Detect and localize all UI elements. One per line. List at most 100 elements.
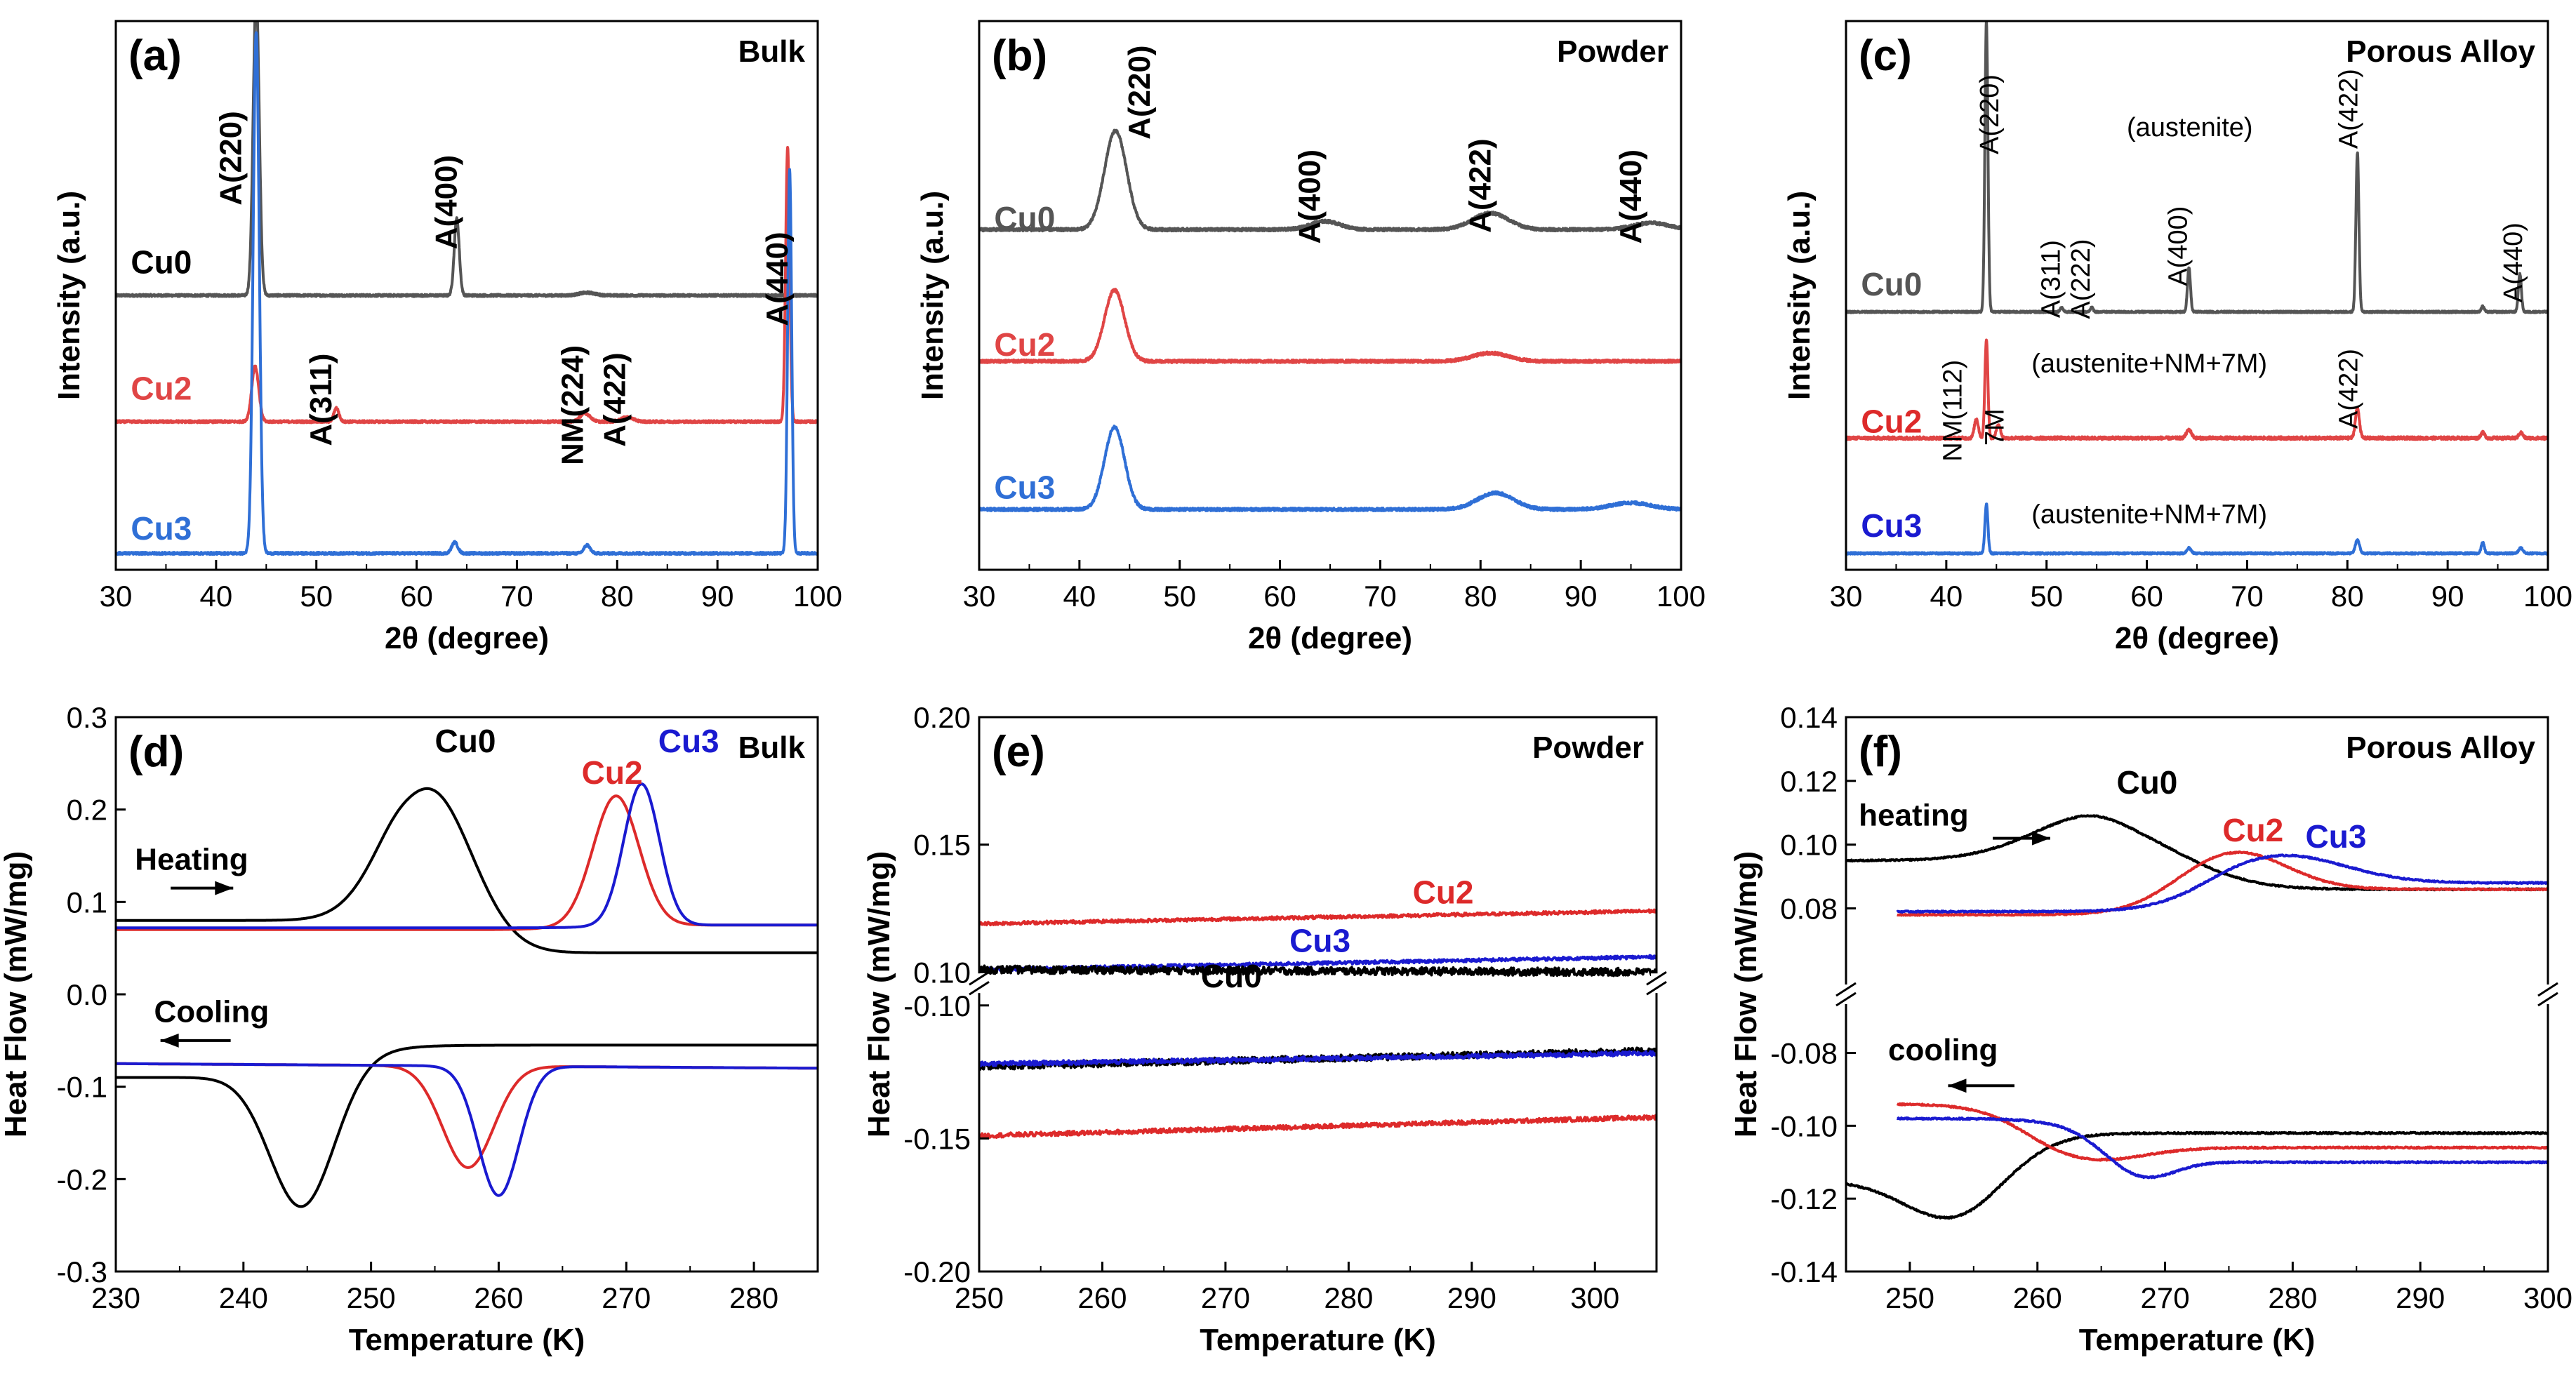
y-tick-label: 0.0 — [67, 978, 107, 1011]
series-line-cu2 — [1846, 338, 2548, 441]
peak-annotation: NM(112) — [1938, 360, 1967, 462]
series-line-cu3-heating — [116, 782, 818, 930]
x-tick-label: 80 — [601, 580, 634, 613]
peak-annotation: Cooling — [154, 995, 270, 1029]
y-tick-label: -0.12 — [1770, 1182, 1838, 1215]
panel-label: (b) — [992, 32, 1047, 80]
series-label-cu3: Cu3 — [131, 510, 192, 547]
series-label-cu3: Cu3 — [994, 469, 1055, 505]
y-tick-label: -0.08 — [1770, 1037, 1838, 1070]
y-axis-label: Intensity (a.u.) — [1782, 191, 1817, 400]
y-axis-label: Intensity (a.u.) — [915, 191, 950, 400]
series-label-cu2: Cu2 — [1861, 403, 1922, 440]
panel-label: (c) — [1859, 32, 1912, 80]
peak-annotation: A(220) — [1975, 74, 2005, 154]
y-axis-label: Heat Flow (mW/mg) — [0, 851, 33, 1137]
peak-annotation: A(422) — [2335, 69, 2364, 149]
panel-label: (a) — [128, 32, 182, 80]
series-line-cu3-cooling — [979, 1050, 1657, 1067]
series-line-cu2-heating — [1896, 850, 2548, 917]
axis-break-mark — [969, 970, 990, 986]
series-line-cu2 — [979, 288, 1681, 364]
series-line-cu0-heating — [979, 964, 1657, 977]
x-tick-label: 280 — [1324, 1281, 1373, 1314]
x-tick-label: 50 — [2030, 580, 2063, 613]
x-tick-label: 30 — [100, 580, 133, 613]
panel-label: (d) — [128, 728, 184, 776]
axis-break-mark — [1835, 992, 1857, 1007]
series-line-cu3-cooling — [1896, 1116, 2548, 1180]
y-tick-label: -0.3 — [57, 1255, 107, 1288]
y-axis-label: Intensity (a.u.) — [52, 191, 86, 400]
series-label-cu0: Cu0 — [2116, 764, 2177, 801]
series-label-cu2: Cu2 — [131, 371, 192, 407]
x-tick-label: 260 — [2013, 1281, 2062, 1314]
y-tick-label: -0.15 — [903, 1122, 971, 1155]
series-line-cu2-cooling — [979, 1114, 1657, 1140]
peak-annotation: Heating — [135, 842, 248, 876]
x-axis-label: Temperature (K) — [2079, 1323, 2316, 1357]
peak-annotation: 7M — [1980, 408, 2010, 446]
arrow-head-icon — [2031, 831, 2050, 846]
y-tick-label: 0.2 — [67, 794, 107, 827]
series-label-cu0: Cu0 — [435, 723, 496, 759]
panel-title: Porous Alloy — [2346, 34, 2535, 69]
y-tick-label: 0.15 — [913, 829, 971, 862]
x-tick-label: 280 — [2268, 1281, 2317, 1314]
axis-break-mark — [2537, 992, 2558, 1007]
y-tick-label: 0.08 — [1780, 893, 1838, 926]
y-tick-label: 0.10 — [913, 956, 971, 989]
axis-break-gap-right — [1651, 973, 1662, 994]
series-line-cu2-cooling — [116, 1062, 818, 1169]
series-line-cu0-heating — [116, 787, 818, 954]
x-axis-label: 2θ (degree) — [2115, 621, 2279, 655]
series-line-cu3 — [1846, 502, 2548, 556]
series-group — [1846, 21, 2548, 556]
y-tick-label: 0.10 — [1780, 829, 1838, 862]
x-tick-label: 50 — [300, 580, 333, 613]
series-line-cu0 — [1846, 21, 2548, 314]
peak-annotation: A(422) — [1463, 138, 1498, 233]
x-axis-label: 2θ (degree) — [1248, 621, 1412, 655]
series-label-cu3: Cu3 — [2306, 818, 2367, 855]
x-tick-label: 80 — [1464, 580, 1497, 613]
peak-annotation: heating — [1859, 798, 1968, 832]
series-line-cu3 — [116, 31, 818, 556]
panel-e: 250 260 270 280 290 300 -0.20 -0.15 -0.100.10 0.1… — [862, 701, 1667, 1357]
axis-break-mark — [969, 980, 990, 996]
axis-break-mark — [1646, 970, 1667, 986]
x-tick-label: 260 — [1077, 1281, 1127, 1314]
peak-annotation: A(422) — [598, 352, 632, 447]
y-tick-label: -0.10 — [1770, 1109, 1838, 1142]
x-tick-label: 290 — [1447, 1281, 1496, 1314]
x-tick-label: 240 — [219, 1281, 268, 1314]
x-tick-label: 290 — [2396, 1281, 2445, 1314]
plot-frame — [1845, 20, 2549, 571]
x-tick-label: 250 — [347, 1281, 396, 1314]
series-group — [1846, 814, 2548, 1220]
y-axis-label: Heat Flow (mW/mg) — [862, 851, 896, 1137]
x-tick-label: 270 — [1201, 1281, 1250, 1314]
x-tick-label: 90 — [1565, 580, 1598, 613]
panel-title: Bulk — [738, 730, 806, 765]
y-tick-label: -0.14 — [1770, 1255, 1838, 1288]
x-tick-label: 250 — [955, 1281, 1004, 1314]
series-label-cu0: Cu0 — [994, 200, 1055, 236]
x-tick-label: 250 — [1885, 1281, 1934, 1314]
peak-annotation: (austenite+NM+7M) — [2031, 500, 2267, 530]
panel-label: (e) — [992, 728, 1045, 776]
peak-annotation: NM(224) — [556, 345, 590, 465]
series-group — [116, 782, 818, 1208]
x-tick-label: 70 — [500, 580, 533, 613]
peak-annotation: A(400) — [2164, 206, 2193, 286]
x-tick-label: 40 — [1063, 580, 1096, 613]
peak-annotation: A(311) — [304, 354, 338, 446]
series-label-cu0: Cu0 — [1201, 958, 1262, 994]
x-axis-label: Temperature (K) — [349, 1323, 585, 1357]
axis-break-gap-left — [974, 973, 985, 994]
y-axis-label: Heat Flow (mW/mg) — [1729, 851, 1763, 1137]
series-label-cu3: Cu3 — [658, 723, 719, 759]
panel-label: (f) — [1859, 728, 1902, 776]
peak-annotation: A(440) — [1614, 149, 1648, 244]
x-tick-label: 30 — [1830, 580, 1863, 613]
